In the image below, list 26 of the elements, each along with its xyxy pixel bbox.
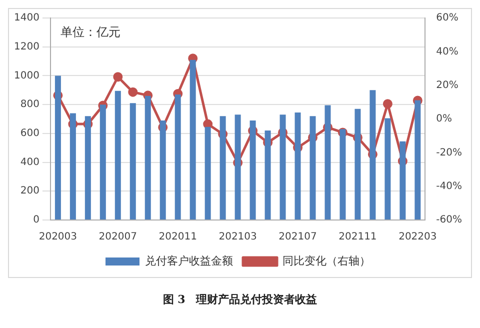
legend-label: 同比变化（右轴） (282, 254, 370, 268)
x-tick-label: 202107 (278, 232, 317, 243)
y2-tick-label: 20% (436, 80, 458, 91)
x-tick-label: 202007 (98, 232, 137, 243)
y2-tick-label: -40% (436, 180, 462, 192)
y-tick-label: 1000 (14, 70, 40, 82)
y2-tick-label: 0% (436, 114, 452, 125)
legend-label: 兑付客户收益金额 (145, 254, 233, 268)
x-tick-label: 202003 (38, 232, 78, 243)
y2-tick-label: 40% (436, 46, 458, 58)
caption: 图 3 理财产品兑付投资者收益 (162, 292, 318, 307)
y-tick-label: 1400 (14, 12, 40, 24)
y-tick-label: 800 (20, 99, 40, 110)
y2-tick-label: 60% (436, 12, 458, 24)
y-tick-label: 200 (20, 186, 40, 197)
annotation: 单位：亿元 (60, 25, 120, 40)
x-tick-label: 202111 (338, 232, 377, 243)
y-tick-label: 0 (33, 214, 40, 226)
x-tick-label: 202203 (398, 232, 437, 243)
y-tick-label: 400 (20, 156, 40, 168)
x-tick-label: 202103 (218, 232, 257, 243)
y-tick-label: 600 (20, 128, 40, 140)
y2-tick-label: -20% (436, 147, 462, 158)
y2-tick-label: -60% (436, 214, 462, 226)
y-tick-label: 1200 (14, 41, 40, 52)
x-tick-label: 202011 (158, 232, 197, 243)
